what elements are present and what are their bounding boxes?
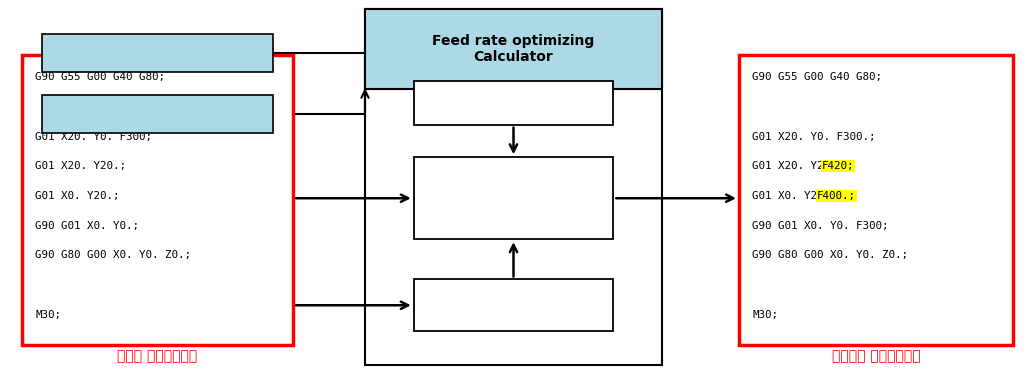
- Text: G90 G55 G00 G40 G80;: G90 G55 G00 G40 G80;: [752, 72, 882, 82]
- Text: 최적화된 파트프로그램: 최적화된 파트프로그램: [832, 349, 920, 363]
- Text: Feed rate optimizing
Calculator: Feed rate optimizing Calculator: [432, 34, 595, 64]
- Bar: [414, 157, 613, 239]
- Text: G90 G80 G00 X0. Y0. Z0.;: G90 G80 G00 X0. Y0. Z0.;: [752, 251, 908, 261]
- Text: Target Ra: Target Ra: [126, 47, 189, 60]
- Bar: [365, 9, 662, 365]
- Bar: [42, 34, 273, 72]
- Bar: [414, 81, 613, 125]
- Text: TFB data base: TFB data base: [468, 96, 559, 109]
- Text: 입력된 파트프로그램: 입력된 파트프로그램: [117, 349, 198, 363]
- Bar: [22, 55, 294, 345]
- Text: G90 G80 G00 X0. Y0. Z0.;: G90 G80 G00 X0. Y0. Z0.;: [35, 251, 191, 261]
- Text: Optimized
maximum feed
rate generator: Optimized maximum feed rate generator: [466, 177, 561, 220]
- Text: Machining path
generator: Machining path generator: [465, 291, 562, 319]
- Text: G90 G01 X0. Y0.;: G90 G01 X0. Y0.;: [35, 221, 140, 231]
- Text: F400.;: F400.;: [816, 191, 855, 201]
- Text: G90 G01 X0. Y0. F300;: G90 G01 X0. Y0. F300;: [752, 221, 888, 231]
- Bar: [42, 95, 273, 133]
- Bar: [738, 55, 1014, 345]
- Text: Machining conditions: Machining conditions: [87, 108, 228, 121]
- Text: F420;: F420;: [822, 161, 854, 171]
- Text: G90 G55 G00 G40 G80;: G90 G55 G00 G40 G80;: [35, 72, 165, 82]
- Text: G01 X20. Y0. F300.;: G01 X20. Y0. F300.;: [752, 132, 876, 142]
- Bar: [414, 280, 613, 331]
- Text: M30;: M30;: [752, 310, 778, 320]
- Bar: [365, 9, 662, 89]
- Text: M30;: M30;: [35, 310, 62, 320]
- Text: G01 X0. Y20.: G01 X0. Y20.: [752, 191, 837, 201]
- Text: G01 X20. Y0. F300;: G01 X20. Y0. F300;: [35, 132, 152, 142]
- Text: G01 X0. Y20.;: G01 X0. Y20.;: [35, 191, 120, 201]
- Text: G01 X20. Y20.: G01 X20. Y20.: [752, 161, 843, 171]
- Text: G01 X20. Y20.;: G01 X20. Y20.;: [35, 161, 126, 171]
